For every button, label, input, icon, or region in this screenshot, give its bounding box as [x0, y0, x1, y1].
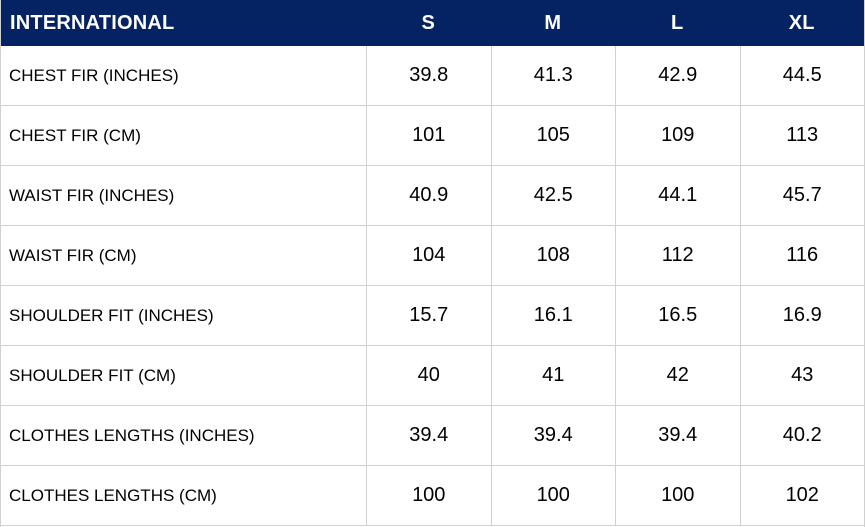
table-row: SHOULDER FIT (CM) 40 41 42 43 — [1, 346, 864, 406]
cell-value: 100 — [490, 466, 616, 525]
table-header-row: INTERNATIONAL S M L XL — [1, 0, 864, 46]
cell-value: 42.5 — [490, 166, 616, 225]
cell-value: 16.1 — [490, 286, 616, 345]
cell-value: 100 — [615, 466, 740, 525]
cell-value: 39.4 — [615, 406, 740, 465]
header-cell-international: INTERNATIONAL — [10, 11, 175, 34]
cell-value: 43 — [739, 346, 865, 405]
row-label: SHOULDER FIT (INCHES) — [9, 305, 214, 325]
header-cell-size-xl: XL — [788, 11, 815, 34]
table-body: CHEST FIR (INCHES) 39.8 41.3 42.9 44.5 CHEST … — [1, 46, 864, 526]
cell-value: 42.9 — [615, 46, 740, 105]
cell-value: 16.9 — [739, 286, 865, 345]
cell-value: 113 — [739, 106, 865, 165]
cell-value: 39.4 — [366, 406, 491, 465]
row-label: SHOULDER FIT (CM) — [9, 365, 176, 385]
table-row: WAIST FIR (CM) 104 108 112 116 — [1, 226, 864, 286]
table-row: CLOTHES LENGTHS (INCHES) 39.4 39.4 39.4 40.2 — [1, 406, 864, 466]
cell-value: 105 — [490, 106, 616, 165]
cell-value: 44.1 — [615, 166, 740, 225]
cell-value: 109 — [615, 106, 740, 165]
cell-value: 42 — [615, 346, 740, 405]
cell-value: 40 — [366, 346, 491, 405]
cell-value: 16.5 — [615, 286, 740, 345]
row-label: CLOTHES LENGTHS (INCHES) — [9, 425, 255, 445]
cell-value: 102 — [739, 466, 865, 525]
row-label: CHEST FIR (CM) — [9, 125, 141, 145]
row-label: WAIST FIR (INCHES) — [9, 185, 175, 205]
table-row: CHEST FIR (INCHES) 39.8 41.3 42.9 44.5 — [1, 46, 864, 106]
cell-value: 100 — [366, 466, 491, 525]
table-row: SHOULDER FIT (INCHES) 15.7 16.1 16.5 16.9 — [1, 286, 864, 346]
header-cell-size-l: L — [671, 11, 684, 34]
cell-value: 116 — [739, 226, 865, 285]
cell-value: 101 — [366, 106, 491, 165]
cell-value: 40.2 — [739, 406, 865, 465]
cell-value: 108 — [490, 226, 616, 285]
header-cell-size-m: M — [544, 11, 562, 34]
table-row: CHEST FIR (CM) 101 105 109 113 — [1, 106, 864, 166]
cell-value: 44.5 — [739, 46, 865, 105]
cell-value: 15.7 — [366, 286, 491, 345]
table-row: CLOTHES LENGTHS (CM) 100 100 100 102 — [1, 466, 864, 526]
table-row: WAIST FIR (INCHES) 40.9 42.5 44.1 45.7 — [1, 166, 864, 226]
cell-value: 41.3 — [490, 46, 616, 105]
row-label: CLOTHES LENGTHS (CM) — [9, 485, 217, 505]
cell-value: 41 — [490, 346, 616, 405]
cell-value: 39.4 — [490, 406, 616, 465]
cell-value: 45.7 — [739, 166, 865, 225]
header-cell-size-s: S — [421, 11, 436, 34]
row-label: CHEST FIR (INCHES) — [9, 65, 179, 85]
cell-value: 112 — [615, 226, 740, 285]
cell-value: 40.9 — [366, 166, 491, 225]
cell-value: 39.8 — [366, 46, 491, 105]
cell-value: 104 — [366, 226, 491, 285]
row-label: WAIST FIR (CM) — [9, 245, 137, 265]
